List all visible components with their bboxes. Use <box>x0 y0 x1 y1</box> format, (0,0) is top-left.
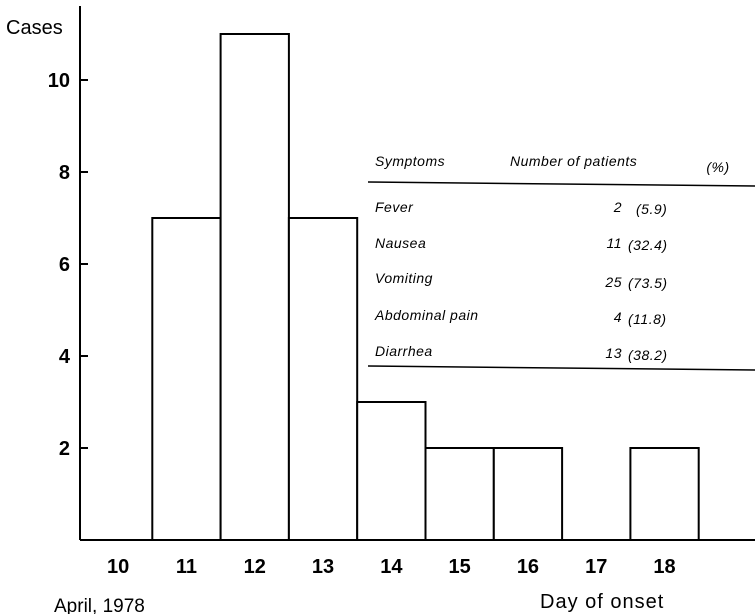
table-row: Abdominal pain 4 (11.8) <box>374 307 667 327</box>
row-symptom: Diarrhea <box>375 343 433 359</box>
y-tick-label: 10 <box>48 70 70 92</box>
date-caption: April, 1978 <box>54 596 145 614</box>
table-header-symptoms: Symptoms <box>375 153 445 169</box>
row-count: 13 <box>605 345 622 361</box>
x-axis-label: Day of onset <box>540 591 664 613</box>
x-tick-label: 18 <box>653 556 675 578</box>
table-row: Fever 2 (5.9) <box>375 199 667 217</box>
x-tick-label: 14 <box>380 556 403 578</box>
x-tick-label: 15 <box>449 556 471 578</box>
row-symptom: Abdominal pain <box>374 307 479 323</box>
bar-day-15 <box>424 447 495 541</box>
row-percent: (73.5) <box>628 275 668 291</box>
x-ticks: 10 11 12 13 14 15 16 17 18 <box>107 556 676 578</box>
row-percent: (11.8) <box>628 311 667 327</box>
bar-day-13 <box>287 217 359 541</box>
bars <box>151 33 700 541</box>
table-top-rule <box>367 181 755 187</box>
table-header-percent: (%) <box>706 159 729 175</box>
y-tick-label: 2 <box>59 438 70 460</box>
table-row: Diarrhea 13 (38.2) <box>375 343 668 363</box>
x-tick-label: 16 <box>517 556 539 578</box>
y-ticks: 2 4 6 8 10 <box>48 70 88 460</box>
y-tick-label: 8 <box>59 162 70 184</box>
row-percent: (5.9) <box>636 201 667 217</box>
row-symptom: Fever <box>375 199 414 215</box>
x-tick-label: 13 <box>312 556 334 578</box>
y-axis-label: Cases <box>6 17 63 39</box>
bar-day-14 <box>356 401 427 541</box>
table-bottom-rule <box>367 365 755 371</box>
bar-day-18 <box>629 447 700 541</box>
bar-day-12 <box>219 33 290 541</box>
symptoms-table: Symptoms Number of patients (%) Fever 2 … <box>367 153 755 371</box>
x-tick-label: 10 <box>107 556 129 578</box>
table-header-number: Number of patients <box>510 153 637 169</box>
row-percent: (32.4) <box>628 237 668 253</box>
x-tick-label: 17 <box>585 556 607 578</box>
row-symptom: Vomiting <box>375 270 433 286</box>
row-count: 2 <box>613 199 622 215</box>
y-tick-label: 6 <box>59 254 70 276</box>
row-count: 4 <box>614 309 622 325</box>
y-tick-label: 4 <box>59 346 71 368</box>
row-symptom: Nausea <box>375 235 426 251</box>
row-percent: (38.2) <box>628 347 668 363</box>
row-count: 25 <box>604 274 622 290</box>
bar-day-16 <box>492 447 564 541</box>
bar-day-11 <box>151 217 222 541</box>
table-row: Vomiting 25 (73.5) <box>375 270 668 291</box>
table-row: Nausea 11 (32.4) <box>375 235 668 253</box>
row-count: 11 <box>606 235 622 251</box>
x-tick-label: 11 <box>176 556 197 578</box>
x-tick-label: 12 <box>244 556 266 578</box>
